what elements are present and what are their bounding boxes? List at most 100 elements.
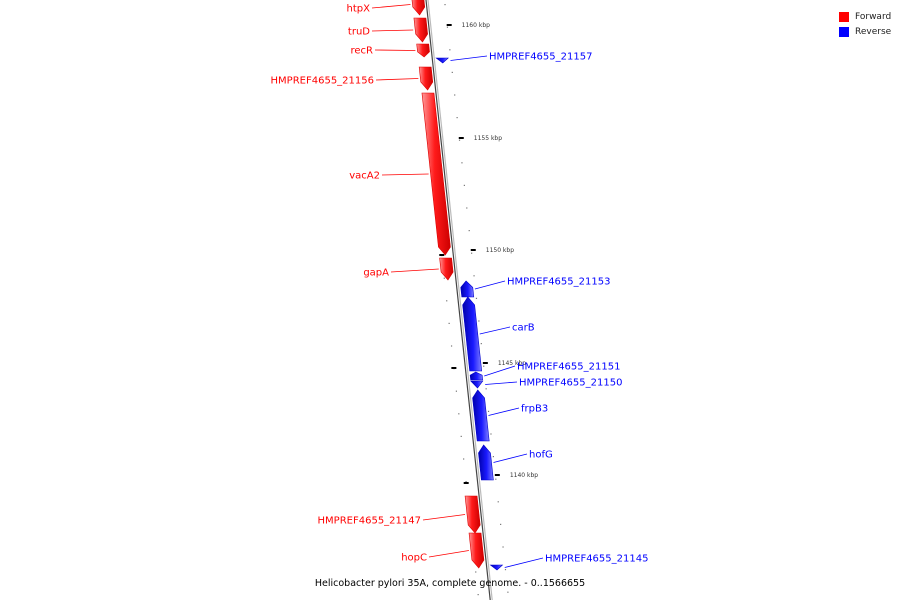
gene-label[interactable]: hopC — [401, 553, 427, 564]
gene-leader-line — [381, 173, 429, 176]
minor-tick-right — [502, 546, 504, 548]
gene-hopC[interactable] — [468, 532, 485, 569]
legend-label-reverse: Reverse — [855, 26, 892, 37]
gene-recR[interactable] — [416, 43, 430, 58]
minor-tick-right — [492, 456, 494, 458]
gene-leader-line — [474, 280, 506, 290]
minor-tick-right — [497, 501, 499, 503]
minor-tick-right — [504, 569, 507, 571]
gene-arrow[interactable] — [416, 43, 430, 58]
gene-arrow[interactable] — [460, 280, 475, 298]
gene-label[interactable]: htpX — [347, 4, 371, 15]
gene-label[interactable]: HMPREF4655_21147 — [318, 516, 421, 527]
minor-tick-right — [478, 320, 480, 322]
minor-tick-left — [446, 300, 448, 302]
legend-item-reverse: Reverse — [839, 24, 891, 39]
gene-label[interactable]: vacA2 — [349, 171, 380, 182]
minor-tick-right — [468, 230, 470, 232]
scale-tick-label: 1160 kbp — [462, 22, 490, 29]
gene-leader-line — [390, 268, 439, 273]
minor-tick-left — [475, 571, 477, 573]
minor-tick-left — [455, 390, 457, 392]
gene-label[interactable]: recR — [351, 46, 374, 57]
gene-label[interactable]: HMPREF4655_21151 — [517, 362, 620, 373]
gene-leader-line — [504, 557, 544, 568]
minor-tick-left — [443, 277, 445, 279]
minor-tick-right — [454, 94, 456, 96]
minor-tick-right — [483, 365, 485, 367]
genome-caption: Helicobacter pylori 35A, complete genome… — [314, 578, 586, 589]
minor-tick-right — [480, 343, 482, 345]
gene-frpB3[interactable] — [472, 389, 490, 442]
scale-tick-label: 1145 kbp — [498, 360, 526, 367]
gene-leader-line — [479, 326, 511, 335]
legend-label-forward: Forward — [855, 11, 892, 22]
gene-arrow[interactable] — [421, 92, 451, 256]
gene-HMPREF4655_21147[interactable] — [464, 495, 481, 534]
gene-arrow[interactable] — [478, 444, 494, 481]
gene-HMPREF4655_21157[interactable] — [435, 57, 449, 64]
minor-tick-right — [444, 4, 446, 6]
minor-tick-right — [456, 117, 458, 119]
gene-arrow[interactable] — [472, 389, 490, 442]
gene-hofG[interactable] — [478, 444, 494, 481]
minor-tick-right — [461, 162, 463, 164]
gene-label[interactable]: HMPREF4655_21157 — [489, 52, 592, 63]
gene-vacA2[interactable] — [421, 92, 451, 256]
minor-tick-right — [495, 478, 497, 480]
gene-label[interactable]: HMPREF4655_21145 — [545, 554, 648, 565]
gene-arrow[interactable] — [470, 380, 484, 389]
gene-label[interactable]: hofG — [529, 450, 553, 461]
major-tick — [482, 362, 488, 364]
gene-arrow[interactable] — [435, 57, 449, 64]
minor-tick-right — [471, 252, 473, 254]
gene-leader-line — [428, 550, 469, 558]
minor-tick-right — [500, 523, 502, 525]
gene-leader-line — [375, 78, 419, 81]
gene-truD[interactable] — [413, 17, 428, 43]
gene-arrow[interactable] — [413, 17, 428, 43]
gene-arrow[interactable] — [468, 532, 485, 569]
minor-tick-right — [507, 591, 509, 593]
gene-leader-line — [422, 514, 466, 521]
minor-tick-right — [451, 71, 453, 73]
gene-HMPREF4655_21153[interactable] — [460, 280, 475, 298]
scale-tick-label: 1150 kbp — [486, 247, 514, 254]
minor-tick-left — [458, 413, 460, 415]
gene-arrow[interactable] — [489, 564, 504, 571]
gene-label[interactable]: frpB3 — [521, 404, 548, 415]
gene-htpX[interactable] — [411, 0, 426, 16]
major-tick-left — [451, 367, 457, 369]
gene-leader-line — [371, 29, 414, 32]
gene-HMPREF4655_21150[interactable] — [470, 380, 484, 389]
major-tick-left — [439, 254, 445, 256]
gene-arrow[interactable] — [464, 495, 481, 534]
gene-arrow[interactable] — [439, 257, 454, 281]
minor-tick-right — [466, 207, 468, 209]
gene-arrow[interactable] — [411, 0, 426, 16]
minor-tick-right — [446, 26, 449, 28]
gene-HMPREF4655_21156[interactable] — [418, 66, 434, 91]
gene-label[interactable]: gapA — [363, 268, 389, 279]
minor-tick-right — [490, 433, 492, 435]
gene-label[interactable]: truD — [348, 27, 370, 38]
gene-label[interactable]: HMPREF4655_21150 — [519, 378, 622, 389]
gene-label[interactable]: HMPREF4655_21156 — [271, 76, 374, 87]
major-tick — [470, 249, 476, 251]
gene-HMPREF4655_21145[interactable] — [489, 564, 504, 571]
gene-carB[interactable] — [462, 296, 483, 372]
minor-tick-right — [485, 388, 487, 390]
gene-gapA[interactable] — [439, 257, 454, 281]
gene-arrow[interactable] — [462, 296, 483, 372]
scale-tick-label: 1155 kbp — [474, 135, 502, 142]
minor-tick-right — [449, 49, 451, 51]
gene-arrow[interactable] — [469, 371, 483, 381]
minor-tick-right — [475, 297, 478, 299]
gene-label[interactable]: carB — [512, 323, 535, 334]
gene-label[interactable]: HMPREF4655_21153 — [507, 277, 610, 288]
gene-leader-line — [450, 55, 488, 61]
gene-HMPREF4655_21151[interactable] — [469, 371, 483, 381]
minor-tick-right — [463, 184, 465, 186]
gene-arrow[interactable] — [418, 66, 434, 91]
